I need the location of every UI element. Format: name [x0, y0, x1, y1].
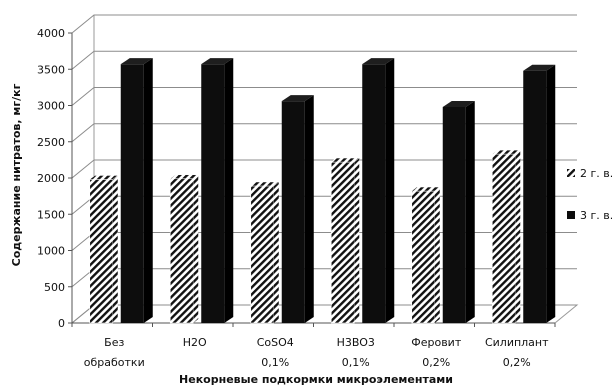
x-axis-title: Некорневые подкормки микроэлементами [179, 373, 453, 385]
y-tick-label: 500 [44, 281, 65, 294]
x-tick-label: 0,1% [342, 356, 370, 369]
gridline [71, 123, 577, 143]
bar-top [250, 181, 280, 187]
legend-label: 2 г. в. [580, 167, 612, 180]
bar-series2 [201, 58, 234, 324]
bar-series2 [442, 100, 475, 323]
bar-front [169, 178, 194, 324]
bar-side [193, 174, 199, 323]
bar-front [250, 185, 275, 324]
legend-swatch [567, 211, 575, 219]
y-tick-label: 2500 [37, 136, 65, 149]
y-axis-title: Содержание нитратов, мг/кг [10, 83, 23, 266]
y-tick-label: 3000 [37, 100, 65, 113]
bar-series1 [330, 157, 360, 324]
bar-front [201, 64, 225, 324]
y-tick-label: 1000 [37, 245, 65, 258]
x-tick-label: 0,1% [261, 356, 289, 369]
x-tick-label: Без [104, 336, 124, 349]
legend: 2 г. в. 3 г. в. [567, 167, 612, 222]
y-tick-label: 2000 [37, 172, 65, 185]
y-tick-label: 1500 [37, 208, 65, 221]
x-tick-label: H2O [183, 336, 207, 349]
y-tick-labels: 0 500 1000 1500 2000 2500 3000 3500 4000 [37, 27, 65, 330]
bar-series1 [491, 149, 521, 324]
bar-top [169, 174, 199, 179]
bar-top [89, 175, 119, 180]
bar-side [465, 100, 475, 323]
bar-top [411, 186, 441, 192]
bar-series1 [250, 181, 280, 324]
bars [89, 58, 556, 324]
y-tick-label: 3500 [37, 63, 65, 76]
bar-front [442, 106, 466, 323]
bar-top [330, 157, 360, 163]
bar-series2 [523, 64, 556, 323]
bar-series1 [89, 175, 119, 324]
bar-series2 [281, 95, 314, 324]
bar-side [112, 175, 118, 323]
x-tick-label: обработки [84, 356, 145, 369]
x-tick-label: 0,2% [422, 356, 450, 369]
x-tick-label: Феровит [411, 336, 462, 349]
bar-front [362, 64, 386, 324]
bar-series1 [411, 186, 441, 324]
bar-series1 [169, 174, 199, 324]
bar-top [442, 100, 475, 107]
bar-front [330, 161, 355, 324]
bar-series2 [120, 58, 153, 324]
bar-front [120, 64, 144, 324]
bar-side [224, 58, 234, 324]
bar-side [434, 187, 440, 323]
x-tick-label: H3BO3 [337, 336, 375, 349]
x-tick-labels: Без обработки H2O CoSO4 0,1% H3BO3 0,1% Феровит… [84, 336, 549, 369]
bar-top [281, 95, 314, 102]
bar-series2 [362, 58, 395, 324]
bar-top [120, 58, 153, 65]
gridline [71, 50, 577, 70]
y-tick-label: 4000 [37, 27, 65, 40]
x-tick-label: CoSO4 [257, 336, 294, 349]
bar-side [354, 158, 360, 323]
bar-side [515, 150, 521, 323]
bar-side [546, 64, 556, 323]
bar-side [273, 181, 279, 323]
legend-swatch [567, 169, 575, 177]
bar-front [281, 101, 305, 324]
gridline [71, 159, 577, 179]
bar-front [523, 70, 547, 323]
bar-front [491, 153, 516, 324]
bar-side [385, 58, 395, 324]
bar-top [491, 149, 521, 155]
legend-label: 3 г. в. [580, 209, 612, 222]
y-tick-label: 0 [58, 317, 65, 330]
bar-front [89, 179, 114, 324]
bar-top [362, 58, 395, 65]
bar-front [411, 190, 436, 324]
bar-side [143, 58, 153, 324]
bar-top [201, 58, 234, 65]
x-tick-label: Силиплант [485, 336, 549, 349]
gridline [71, 14, 577, 34]
x-tick-label: 0,2% [503, 356, 531, 369]
gridline [71, 87, 577, 106]
bar-side [304, 95, 314, 324]
bar-top [523, 64, 556, 71]
axes [71, 33, 556, 327]
